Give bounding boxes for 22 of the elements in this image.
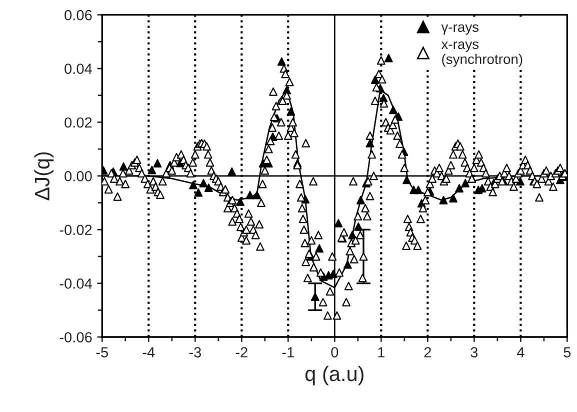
legend-label: x-rays (synchrotron)	[441, 41, 522, 67]
x-tick-label: -5	[96, 347, 108, 358]
x-tick-label: -4	[142, 347, 155, 358]
x-tick-label: 3	[470, 347, 478, 358]
x-tick-label: -1	[282, 347, 294, 358]
y-tick-label: -0.02	[60, 224, 92, 236]
x-tick-label: 0	[331, 347, 338, 358]
y-tick-label: -0.04	[60, 278, 92, 289]
x-tick-label: -3	[189, 347, 201, 358]
y-tick-label: 0.06	[64, 10, 92, 20]
y-tick-label: -0.06	[60, 332, 92, 342]
x-tick-label: 2	[424, 347, 431, 358]
y-tick-label: 0.02	[64, 117, 92, 128]
x-tick-label: -2	[236, 347, 248, 358]
x-tick-label: 4	[516, 347, 524, 358]
y-axis-title: ΔJ(q)	[34, 152, 54, 200]
x-tick-label: 5	[564, 347, 571, 358]
y-tick-label: 0.00	[64, 171, 92, 182]
legend-label: γ-rays	[441, 24, 479, 35]
y-tick-label: 0.04	[64, 64, 92, 74]
x-axis-title: q (a.u)	[305, 366, 364, 386]
x-tick-label: 1	[378, 347, 385, 358]
